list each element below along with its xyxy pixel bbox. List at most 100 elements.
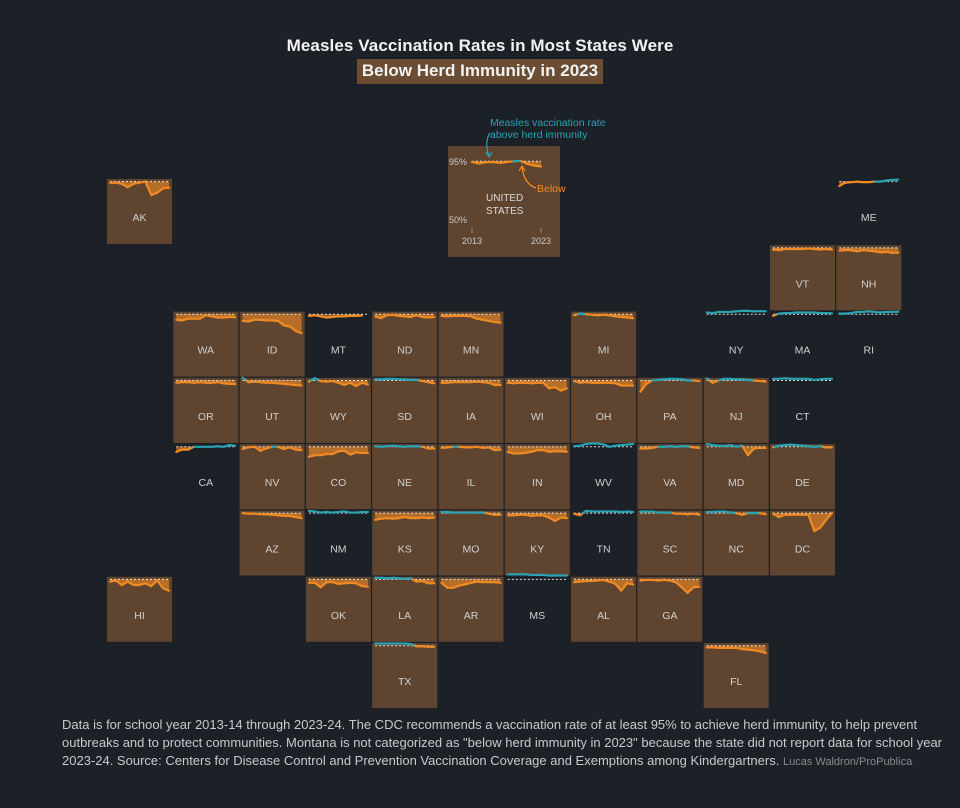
state-tile-or: OR xyxy=(173,377,239,443)
state-wi-below-area xyxy=(507,380,567,391)
state-tile-la: LA xyxy=(372,576,438,642)
state-tile-background xyxy=(239,377,305,443)
state-label: IA xyxy=(466,411,476,423)
state-tile-nh: NH xyxy=(836,245,902,311)
state-tile-ri: RI xyxy=(838,310,900,357)
state-al-line-segment xyxy=(614,582,623,592)
footnote-text: Data is for school year 2013-14 through … xyxy=(62,717,943,768)
state-label: SC xyxy=(663,544,678,556)
state-tile-il: IL xyxy=(438,444,504,510)
state-dc-line-segment xyxy=(819,518,828,529)
state-tile-tx: TX xyxy=(372,642,438,709)
state-label: IN xyxy=(532,477,543,489)
state-label: NV xyxy=(265,477,280,489)
state-label: GA xyxy=(662,610,677,622)
state-label: CA xyxy=(199,477,214,489)
state-wv-line-segment xyxy=(626,442,635,446)
state-label: TN xyxy=(597,544,611,556)
state-tile-nc: NC xyxy=(703,510,769,576)
state-label: KS xyxy=(398,544,412,556)
state-label: IL xyxy=(467,477,476,489)
state-tile-mn: MN xyxy=(438,311,504,377)
state-mn-line-segment xyxy=(493,320,502,324)
state-label: AR xyxy=(464,610,479,622)
state-label: CO xyxy=(331,477,347,489)
state-hi-line-segment xyxy=(162,587,171,592)
state-tile-ar: AR xyxy=(438,576,504,642)
state-az-line-segment xyxy=(294,515,303,520)
state-tile-wy: WY xyxy=(305,377,371,443)
state-al-below-area xyxy=(574,579,634,591)
state-wi-line-segment xyxy=(542,381,551,390)
state-tile-background xyxy=(173,311,239,377)
state-tile-background xyxy=(703,643,769,709)
state-tile-nv: NV xyxy=(239,444,305,510)
state-tile-background xyxy=(372,643,438,709)
state-tiles: AK ME VT NH WA ID MT ND MN MI NY MA RI OR UT WY SD IA WI OH… xyxy=(107,178,902,709)
state-md-line-segment xyxy=(741,445,750,457)
state-dc-below-area xyxy=(773,513,832,532)
state-pa-line-segment xyxy=(639,382,648,393)
state-nv-line-segment xyxy=(253,445,262,452)
state-hi-line-segment xyxy=(126,580,135,587)
state-ar-line-segment xyxy=(440,581,449,589)
footnote: Data is for school year 2013-14 through … xyxy=(62,716,942,771)
state-az-below-area xyxy=(242,513,302,519)
state-tile-background xyxy=(637,510,703,576)
above-annotation-arrow xyxy=(486,132,491,157)
state-label: LA xyxy=(398,610,411,622)
state-hi-line-segment xyxy=(156,579,165,590)
state-wi-line-segment xyxy=(559,387,568,392)
state-wa-below-area xyxy=(176,314,236,321)
us-tile-background xyxy=(448,146,560,257)
state-tile-sd: SD xyxy=(372,377,438,443)
state-label: WV xyxy=(595,477,612,489)
state-tile-background xyxy=(239,510,305,576)
state-tile-background xyxy=(438,510,504,576)
state-label: NM xyxy=(330,544,346,556)
state-in-line-segment xyxy=(559,450,568,453)
state-tile-background xyxy=(571,377,637,443)
state-label: OR xyxy=(198,411,214,423)
state-label: DE xyxy=(795,477,810,489)
state-tile-co: CO xyxy=(305,444,371,510)
below-annotation: Below xyxy=(537,183,566,195)
state-al-line-segment xyxy=(626,582,635,586)
state-label: NY xyxy=(729,345,744,357)
state-label: MD xyxy=(728,477,745,489)
state-label: WI xyxy=(531,411,544,423)
state-tile-ia: IA xyxy=(438,377,504,443)
state-co-line-segment xyxy=(343,449,352,456)
united-states-legend: 95% 50% 2013 2023 UNITED STATES Measles … xyxy=(448,117,606,257)
state-tile-sc: SC xyxy=(637,510,703,576)
state-tile-me: ME xyxy=(838,178,900,224)
state-label: MO xyxy=(463,544,480,556)
state-wa-line-segment xyxy=(198,314,207,320)
state-sd-line-segment xyxy=(427,381,436,385)
state-ak-line-segment xyxy=(156,187,165,194)
state-tile-tn: TN xyxy=(572,509,635,556)
state-label: PA xyxy=(663,411,676,423)
state-label: WA xyxy=(198,345,215,357)
state-ga-line-segment xyxy=(680,586,689,594)
below-annotation-arrow xyxy=(521,166,537,189)
state-tile-nj: NJ xyxy=(703,377,769,443)
state-dc-line-segment xyxy=(813,526,822,533)
state-ak-line-segment xyxy=(120,182,129,189)
state-vt-line-segment xyxy=(824,247,834,251)
state-tile-md: MD xyxy=(703,442,769,510)
state-md-below-area xyxy=(706,446,766,456)
state-hi-line-segment xyxy=(150,579,159,588)
state-tile-background xyxy=(372,510,438,576)
state-label: NC xyxy=(729,544,745,556)
state-tile-wi: WI xyxy=(504,377,570,443)
state-label: ND xyxy=(397,345,413,357)
us-line-segment xyxy=(532,164,543,168)
state-tile-dc: DC xyxy=(770,510,835,576)
us-line-segment xyxy=(498,160,508,164)
state-nc-line-segment xyxy=(758,511,767,516)
state-tile-background xyxy=(637,444,703,510)
state-tile-in: IN xyxy=(504,444,570,510)
state-tile-wa: WA xyxy=(173,311,239,377)
state-tile-background xyxy=(305,576,371,642)
